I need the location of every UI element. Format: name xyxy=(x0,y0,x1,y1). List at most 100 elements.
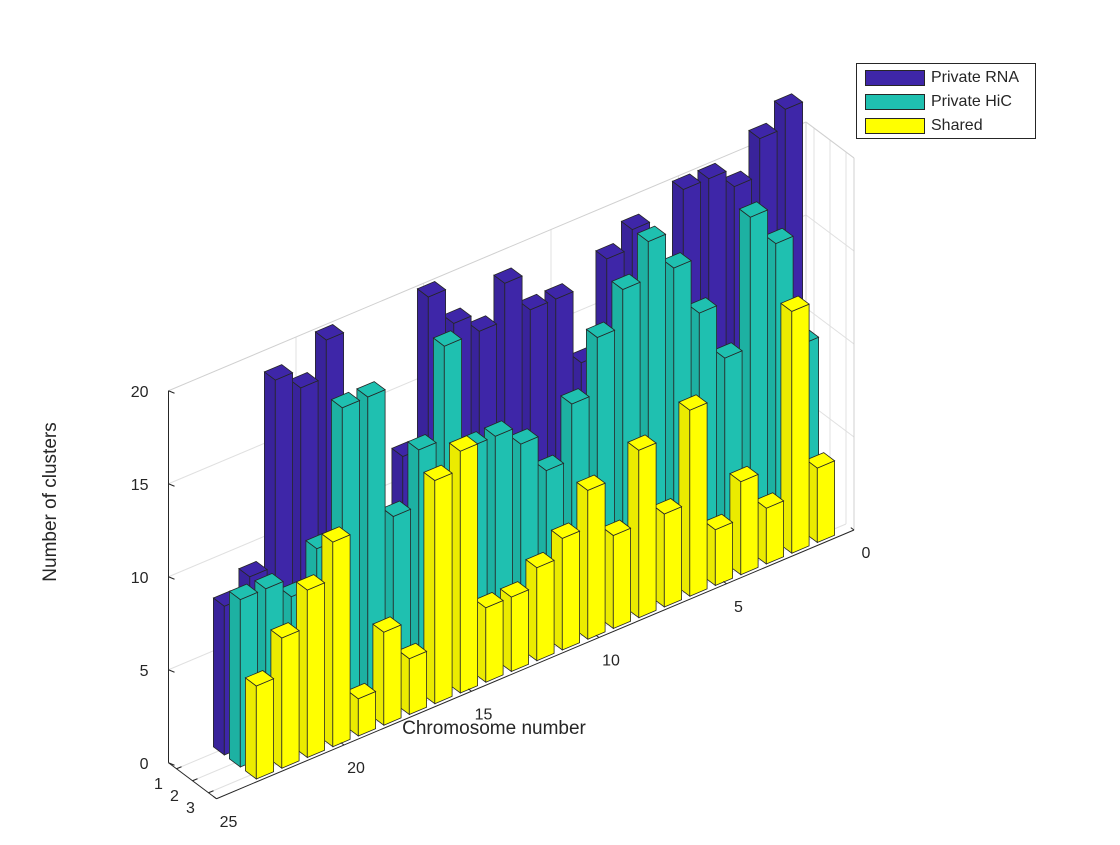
legend-swatch-private-rna xyxy=(865,70,925,86)
bar-top-face xyxy=(773,93,804,110)
bar-top-face xyxy=(432,330,463,347)
legend-swatch-shared xyxy=(865,118,925,134)
bars-layer xyxy=(212,93,836,780)
y-tick xyxy=(208,790,214,794)
bar-top-face xyxy=(780,295,810,312)
bar-top-face xyxy=(585,321,616,338)
bar-front-face xyxy=(816,460,835,544)
box-frame-edge xyxy=(805,121,855,159)
bar-top-face xyxy=(662,252,692,269)
bar-top-face xyxy=(407,434,437,451)
bar-top-face xyxy=(289,372,319,389)
bar-top-face xyxy=(595,243,625,260)
bar-top-face xyxy=(652,498,683,515)
bar-top-face xyxy=(416,281,447,298)
bar-shared-chr1 xyxy=(805,452,836,544)
bar-top-face xyxy=(442,307,472,324)
bar-front-face xyxy=(587,482,606,640)
z-tick-label: 15 xyxy=(131,477,149,494)
bar-top-face xyxy=(601,519,632,536)
bar-front-face xyxy=(612,527,631,630)
bar-shared-chr2 xyxy=(780,295,810,554)
bar-front-face xyxy=(663,506,682,608)
legend-item-private-rna: Private RNA xyxy=(865,68,1019,88)
bar-front-face xyxy=(408,650,428,716)
bar-shared-chr13 xyxy=(499,581,530,673)
bar-top-face xyxy=(722,170,753,188)
bar-top-face xyxy=(754,492,785,509)
bar-shared-chr9 xyxy=(601,519,632,630)
x-tick xyxy=(340,742,345,746)
y-tick-label: 3 xyxy=(186,800,195,817)
bar-shared-chr18 xyxy=(372,616,402,726)
bar-front-face xyxy=(306,582,326,759)
z-tick-label: 20 xyxy=(131,384,149,401)
bar-top-face xyxy=(509,428,539,445)
bar-front-face xyxy=(765,500,784,565)
z-tick xyxy=(168,576,175,580)
bar-top-face xyxy=(263,364,294,381)
bar-top-face xyxy=(499,581,530,598)
bar-top-face xyxy=(576,474,606,491)
bar-left-face xyxy=(228,590,241,768)
bar-front-face xyxy=(332,534,351,748)
legend-label-private-rna: Private RNA xyxy=(931,69,1020,86)
box-frame-edge xyxy=(168,121,807,392)
bar-shared-chr4 xyxy=(729,465,759,576)
bar-top-face xyxy=(372,616,402,633)
bar-shared-chr6 xyxy=(678,394,708,597)
bar-top-face xyxy=(560,388,590,405)
bar-top-face xyxy=(518,293,549,311)
bar-front-face xyxy=(714,521,733,587)
x-axis-line xyxy=(216,529,855,800)
bar-shared-chr12 xyxy=(525,551,555,662)
bar-top-face xyxy=(228,583,259,601)
bar-front-face xyxy=(740,473,759,576)
bar-shared-chr15 xyxy=(448,435,479,694)
x-tick xyxy=(467,688,472,692)
bar-top-face xyxy=(314,324,345,341)
bar-top-face xyxy=(697,162,727,180)
legend-item-shared: Shared xyxy=(865,116,983,136)
bar-top-face xyxy=(550,522,581,539)
bar-top-face xyxy=(611,273,641,290)
bar-top-face xyxy=(713,342,743,359)
bar-top-face xyxy=(703,513,734,531)
bar-top-face xyxy=(448,435,479,452)
bar-front-face xyxy=(791,303,810,554)
bar-shared-chr5 xyxy=(703,513,734,587)
bar-top-face xyxy=(238,560,268,578)
bar-shared-chr22 xyxy=(270,622,300,769)
bar-top-face xyxy=(678,394,708,411)
bar-top-face xyxy=(764,227,794,245)
bar-top-face xyxy=(381,500,412,517)
bar-shared-chr10 xyxy=(576,474,606,640)
bar-front-face xyxy=(459,443,479,694)
x-tick xyxy=(595,634,600,638)
bar-top-face xyxy=(397,642,428,660)
y-axis-label: Number of clusters xyxy=(40,422,61,581)
bar-front-face xyxy=(281,630,300,769)
bar-top-face xyxy=(423,464,453,481)
bar-left-face xyxy=(212,597,225,756)
bar-front-face xyxy=(255,678,275,780)
y-tick xyxy=(192,778,198,782)
bar-front-face xyxy=(638,442,657,619)
bar-top-face xyxy=(474,591,504,609)
x-tick xyxy=(722,580,727,585)
legend-label-shared: Shared xyxy=(931,117,983,134)
bar-shared-chr3 xyxy=(754,492,785,565)
z-tick-label: 0 xyxy=(140,756,149,773)
bar-top-face xyxy=(738,201,769,218)
bar-top-face xyxy=(321,526,351,543)
bar-front-face xyxy=(689,402,708,597)
bar-top-face xyxy=(687,297,718,314)
x-axis-label: Chromosome number xyxy=(402,718,586,739)
bar-shared-chr19 xyxy=(346,682,377,737)
z-tick xyxy=(168,762,175,766)
bar-shared-chr21 xyxy=(295,574,326,759)
bar-top-face xyxy=(620,213,651,231)
bar-shared-chr17 xyxy=(397,642,428,716)
